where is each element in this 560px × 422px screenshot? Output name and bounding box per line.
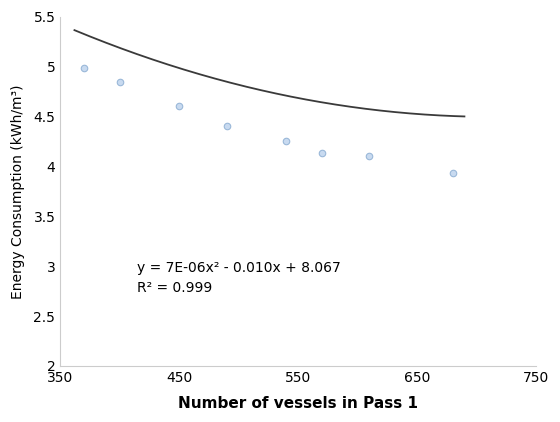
Point	[365, 153, 374, 160]
Text: y = 7E-06x² - 0.010x + 8.067
R² = 0.999: y = 7E-06x² - 0.010x + 8.067 R² = 0.999	[137, 261, 341, 295]
Point	[80, 64, 88, 71]
Point	[115, 79, 124, 86]
Point	[448, 170, 457, 177]
X-axis label: Number of vessels in Pass 1: Number of vessels in Pass 1	[178, 396, 418, 411]
Y-axis label: Energy Consumption (kWh/m³): Energy Consumption (kWh/m³)	[11, 84, 25, 298]
Point	[318, 150, 326, 157]
Point	[222, 123, 231, 130]
Point	[175, 103, 184, 110]
Point	[282, 138, 291, 145]
